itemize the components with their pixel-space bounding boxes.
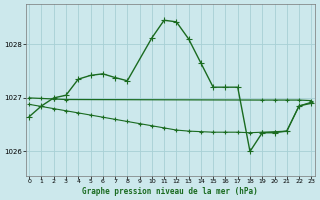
X-axis label: Graphe pression niveau de la mer (hPa): Graphe pression niveau de la mer (hPa) [82, 187, 258, 196]
